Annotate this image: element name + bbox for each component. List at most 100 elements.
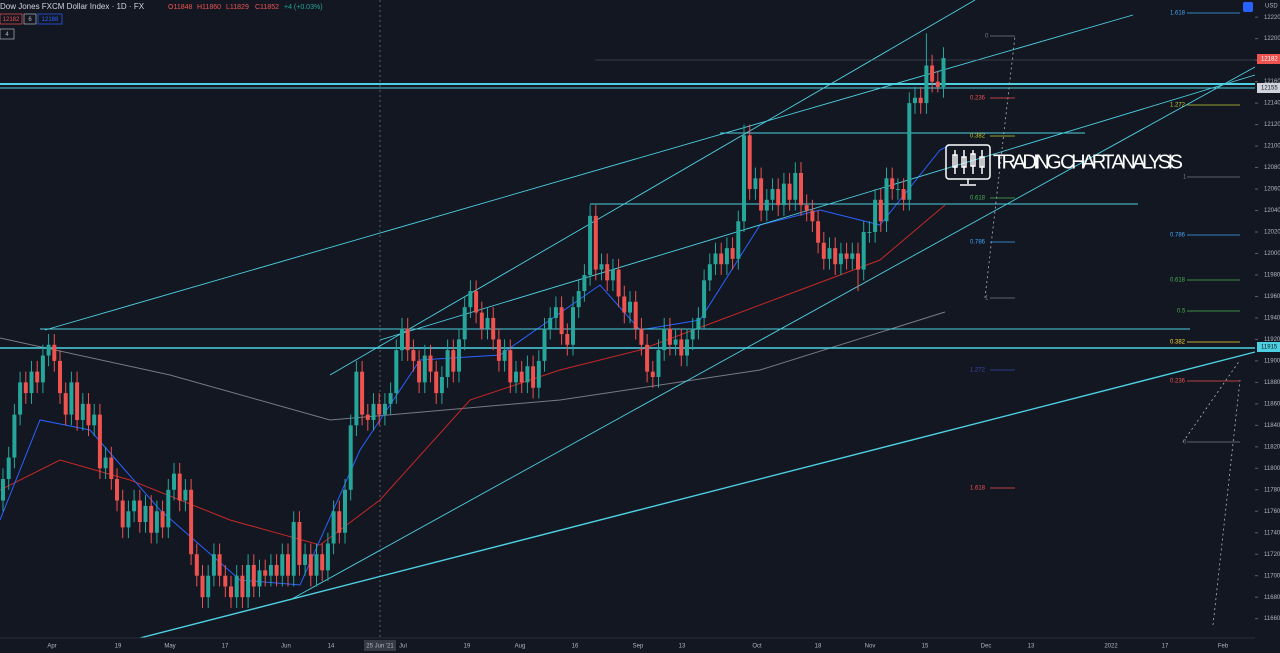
candle-body bbox=[263, 570, 268, 576]
candle-body bbox=[525, 366, 530, 383]
fib-label: 1.618 bbox=[970, 486, 986, 492]
y-tick-label: 11680 bbox=[1264, 595, 1280, 601]
price-tag bbox=[1257, 54, 1280, 64]
candle-body bbox=[770, 189, 775, 200]
candle-body bbox=[935, 81, 940, 87]
candle-body bbox=[878, 199, 883, 222]
candle-body bbox=[183, 489, 188, 501]
candle-body bbox=[930, 65, 935, 82]
candle-body bbox=[856, 253, 860, 270]
candle-body bbox=[75, 382, 80, 420]
ohlc-value: +4 (+0.03%) bbox=[284, 4, 323, 11]
candle-body bbox=[217, 554, 222, 576]
candle-body bbox=[639, 328, 644, 345]
candle-body bbox=[371, 403, 376, 420]
candle-body bbox=[793, 172, 798, 200]
price-tag bbox=[1257, 342, 1280, 352]
candle-body bbox=[890, 178, 895, 190]
x-tick-label: 19 bbox=[464, 644, 471, 650]
fib-label: 0.236 bbox=[970, 96, 986, 102]
candle-body bbox=[58, 360, 62, 394]
candle-body bbox=[781, 183, 786, 206]
candle-body bbox=[747, 135, 752, 190]
candle-body bbox=[40, 355, 45, 383]
candle-body bbox=[582, 274, 587, 292]
ohlc-value: L11829 bbox=[226, 4, 249, 11]
candle-body bbox=[382, 403, 387, 415]
ohlc-value: O11848 bbox=[168, 4, 192, 11]
candle-body bbox=[474, 291, 479, 313]
price-tag-label: 11915 bbox=[1261, 345, 1278, 351]
watermark: TRADING CHART ANALYSIS bbox=[993, 151, 1183, 173]
fib-label: 1 bbox=[985, 296, 989, 302]
candle-body bbox=[194, 554, 199, 576]
y-tick-label: 11820 bbox=[1264, 444, 1280, 450]
candle-body bbox=[154, 511, 159, 533]
candle-body bbox=[850, 253, 855, 259]
candle-body bbox=[838, 253, 843, 265]
y-tick-label: 11780 bbox=[1264, 487, 1280, 493]
y-tick-label: 11960 bbox=[1264, 294, 1280, 300]
candle-body bbox=[109, 457, 114, 480]
candle-body bbox=[200, 575, 205, 598]
candle-body bbox=[827, 248, 832, 259]
price-tag bbox=[1257, 83, 1280, 93]
y-tick-label: 12140 bbox=[1264, 101, 1280, 107]
candle-body bbox=[417, 360, 422, 383]
x-tick-label: 17 bbox=[1162, 644, 1169, 650]
y-axis-bg bbox=[1255, 0, 1280, 653]
candle-body bbox=[394, 350, 399, 394]
candle-body bbox=[514, 371, 518, 383]
candle-body bbox=[365, 414, 370, 420]
candle-body bbox=[610, 269, 615, 281]
candle-body bbox=[35, 371, 40, 383]
price-tag-label: 12155 bbox=[1261, 86, 1278, 92]
ohlc-value: H11860 bbox=[197, 4, 221, 11]
x-tick-label: 14 bbox=[328, 644, 335, 650]
x-tick-label: 17 bbox=[222, 644, 229, 650]
toolbar-value: 6 bbox=[28, 17, 32, 23]
candle-body bbox=[787, 183, 792, 200]
candle-body bbox=[251, 564, 256, 587]
x-tick-label: Aug bbox=[515, 644, 526, 650]
fib-label: 0.382 bbox=[970, 134, 986, 140]
candle-body bbox=[52, 344, 57, 361]
fib-label: 0.618 bbox=[970, 196, 986, 202]
candle-body bbox=[736, 221, 741, 259]
x-tick-label: May bbox=[164, 644, 175, 650]
candle-body bbox=[468, 291, 473, 308]
candle-body bbox=[519, 371, 524, 383]
candle-body bbox=[713, 253, 718, 265]
y-tick-label: 11880 bbox=[1264, 380, 1280, 386]
candle-body bbox=[80, 403, 85, 420]
x-tick-label: 2022 bbox=[1104, 644, 1118, 650]
candle-body bbox=[918, 97, 923, 104]
y-tick-label: 11700 bbox=[1264, 573, 1280, 579]
candle-body bbox=[491, 317, 496, 340]
settings-button[interactable] bbox=[1243, 2, 1253, 12]
candle-body bbox=[46, 344, 51, 356]
candle-body bbox=[907, 103, 912, 200]
y-tick-label: 12060 bbox=[1264, 187, 1280, 193]
candle-body bbox=[229, 586, 233, 598]
y-tick-label: 12220 bbox=[1264, 15, 1280, 21]
candle-body bbox=[496, 339, 501, 361]
candle-body bbox=[861, 232, 866, 270]
candle-body bbox=[439, 377, 444, 394]
drawings bbox=[0, 0, 1256, 639]
candle-body bbox=[485, 317, 490, 329]
candle-body bbox=[553, 307, 558, 318]
candle-body bbox=[377, 403, 382, 415]
chart-title: Dow Jones FXCM Dollar Index · 1D · FX bbox=[0, 2, 145, 11]
candle-body bbox=[411, 350, 416, 361]
candle-body bbox=[206, 575, 211, 598]
candle-body bbox=[810, 210, 815, 222]
candle-body bbox=[571, 307, 575, 345]
x-tick-label: Nov bbox=[865, 644, 876, 650]
candle-body bbox=[816, 221, 821, 243]
toolbar-box bbox=[23, 13, 37, 25]
candle-body bbox=[115, 479, 119, 501]
candle-body bbox=[764, 199, 769, 211]
candle-body bbox=[280, 554, 285, 576]
candle-body bbox=[177, 473, 182, 501]
